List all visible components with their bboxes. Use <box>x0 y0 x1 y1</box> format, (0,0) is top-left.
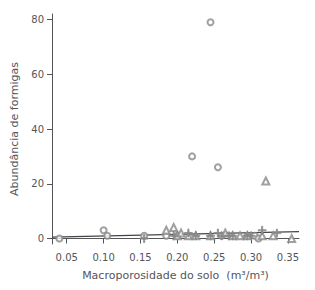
svg-text:0.25: 0.25 <box>203 252 225 263</box>
svg-text:0.20: 0.20 <box>166 252 188 263</box>
svg-text:0.30: 0.30 <box>240 252 262 263</box>
svg-text:20: 20 <box>31 178 44 189</box>
svg-text:Abundância de formigas: Abundância de formigas <box>8 62 21 196</box>
svg-text:0.15: 0.15 <box>129 252 151 263</box>
svg-text:0.10: 0.10 <box>92 252 114 263</box>
svg-text:0: 0 <box>38 233 44 244</box>
svg-text:0.35: 0.35 <box>277 252 299 263</box>
svg-text:60: 60 <box>31 69 44 80</box>
svg-text:80: 80 <box>31 14 44 25</box>
svg-text:Macroporosidade do solo (m³/m: Macroporosidade do solo (m³/m³) <box>82 269 269 282</box>
svg-text:0.05: 0.05 <box>56 252 78 263</box>
svg-text:40: 40 <box>31 124 44 135</box>
